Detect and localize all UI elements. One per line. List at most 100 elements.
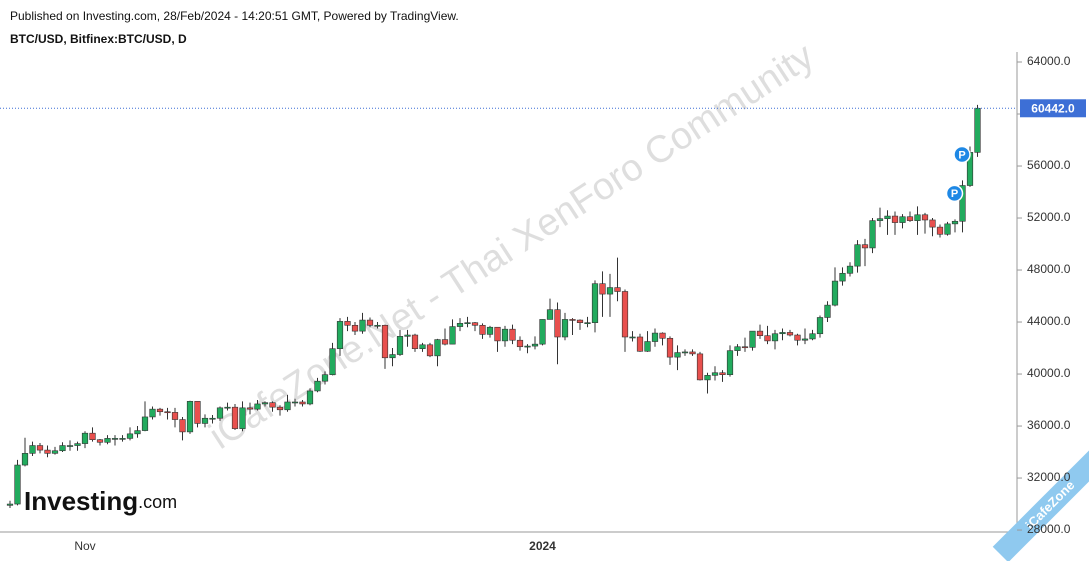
candle-body: [554, 309, 561, 338]
candle-body: [749, 330, 756, 348]
candle-body: [381, 324, 389, 359]
y-tick-label: 44000.0: [1027, 314, 1071, 328]
symbol-title: BTC/USD, Bitfinex:BTC/USD, D: [10, 32, 187, 46]
candle-body: [861, 244, 869, 249]
candle-body: [74, 443, 81, 446]
candle-body: [539, 319, 546, 345]
candle-body: [149, 408, 156, 418]
candle-body: [449, 326, 456, 345]
candle-body: [351, 324, 359, 332]
candle-body: [89, 432, 96, 440]
candle-body: [269, 402, 276, 408]
candle-body: [621, 291, 629, 338]
candle-body: [599, 283, 606, 295]
candle-body: [704, 375, 711, 381]
candle-body: [81, 432, 89, 444]
candle-body: [771, 333, 779, 342]
candle-body: [179, 419, 186, 433]
y-tick-label: 40000.0: [1027, 366, 1071, 380]
candle-body: [921, 214, 929, 221]
candle-body: [779, 332, 786, 335]
candle-body: [509, 328, 516, 341]
y-tick-label: 28000.0: [1027, 522, 1071, 536]
candle-body: [284, 401, 291, 411]
candle-body: [246, 407, 254, 410]
event-marker-label: P: [958, 149, 965, 161]
candle-body: [471, 322, 479, 326]
candle-body: [899, 216, 906, 223]
candle-body: [329, 348, 336, 375]
candle-body: [261, 402, 269, 405]
candle-body: [831, 280, 839, 306]
candle-body: [839, 272, 846, 282]
candle-body: [291, 401, 299, 404]
candle-body: [456, 323, 464, 327]
candle-body: [846, 265, 854, 274]
last-price-label: 60442.0: [1031, 101, 1075, 115]
candle-body: [651, 332, 659, 342]
candle-body: [156, 408, 164, 413]
candle-body: [636, 336, 644, 352]
candle-body: [36, 445, 44, 451]
candle-body: [644, 341, 651, 352]
candle-body: [366, 319, 374, 326]
candle-body: [201, 417, 209, 424]
candle-body: [404, 334, 411, 337]
y-tick-label: 48000.0: [1027, 262, 1071, 276]
candle-body: [411, 334, 419, 349]
candle-body: [929, 219, 936, 228]
candle-body: [816, 317, 824, 335]
candle-body: [501, 328, 509, 342]
candle-body: [321, 374, 329, 382]
candle-body: [164, 411, 171, 414]
candle-body: [764, 335, 771, 342]
candle-body: [666, 337, 674, 358]
candle-body: [479, 324, 486, 335]
candle-body: [464, 322, 471, 324]
candle-body: [254, 403, 261, 410]
candle-body: [231, 406, 239, 429]
y-tick-label: 64000.0: [1027, 54, 1071, 68]
candle-body: [486, 326, 494, 335]
candle-body: [884, 215, 891, 219]
y-tick-label: 52000.0: [1027, 210, 1071, 224]
candle-body: [659, 332, 666, 339]
y-tick-label: 56000.0: [1027, 158, 1071, 172]
event-marker: [953, 145, 971, 164]
candle-body: [419, 344, 426, 349]
candle-body: [591, 283, 599, 323]
candle-body: [134, 430, 141, 435]
candle-body: [126, 433, 134, 439]
candle-body: [194, 401, 201, 424]
candle-body: [96, 439, 104, 443]
plot: 28000.0 32000.0 36000.0 40000.0 44000.0 48000…: [0, 54, 1086, 553]
candle-body: [936, 226, 944, 235]
last-price-box: [1020, 99, 1086, 118]
candle-body: [794, 334, 801, 341]
candle-body: [944, 223, 951, 235]
candle-body: [914, 214, 921, 221]
candle-body: [561, 319, 569, 338]
logo-brand-text: Investing: [24, 486, 138, 516]
candle-body: [891, 215, 899, 223]
candle-body: [426, 344, 434, 357]
candle-body: [396, 336, 404, 355]
candle-body: [951, 220, 959, 225]
candle-body: [344, 321, 351, 326]
candle-body: [14, 464, 21, 505]
candle-body: [186, 401, 194, 433]
x-tick-label: Nov: [74, 539, 95, 553]
candle-body: [314, 380, 321, 392]
candle-body: [374, 324, 381, 327]
candle-body: [6, 503, 14, 506]
candle-body: [216, 407, 224, 419]
candle-body: [524, 345, 531, 348]
candle-body: [276, 406, 284, 411]
candle-body: [569, 319, 576, 321]
candle-body: [606, 287, 614, 295]
logo-suffix: .com: [138, 492, 177, 512]
candle-body: [546, 309, 554, 320]
candle-body: [21, 453, 29, 466]
candle-body: [614, 287, 621, 292]
y-tick-label: 32000.0: [1027, 470, 1071, 484]
